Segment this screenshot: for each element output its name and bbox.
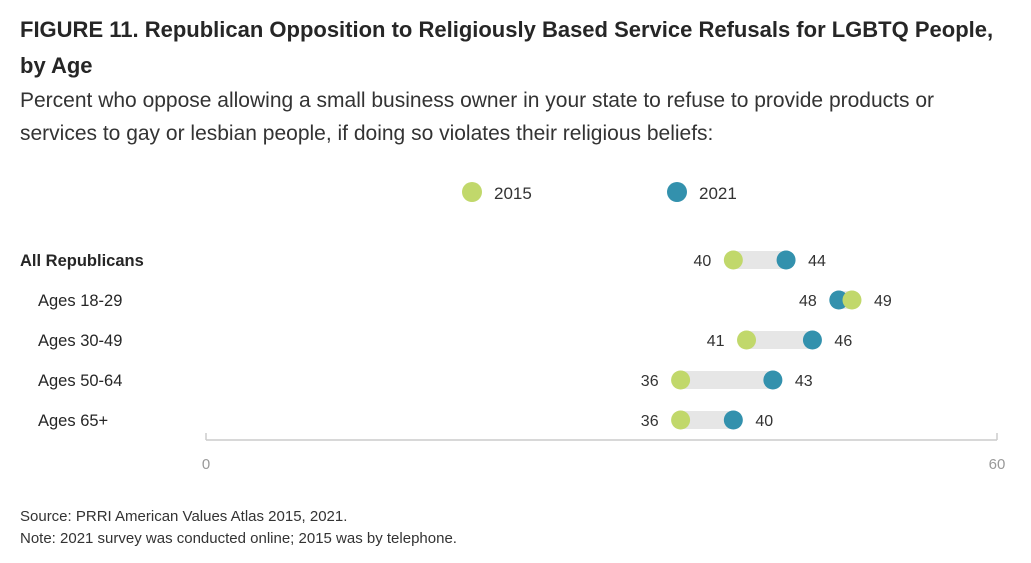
value-label-2015: 40 (694, 253, 712, 270)
value-label-2021: 44 (808, 253, 826, 270)
legend-swatch-2021 (667, 182, 687, 202)
point-2021 (763, 370, 783, 390)
category-label: Ages 30-49 (38, 332, 122, 350)
dumbbell-chart: 2015 2021 0 60 All Republicans 40 44 Ages 18-29… (20, 182, 1006, 473)
point-2015 (671, 410, 691, 430)
legend-swatch-2015 (462, 182, 482, 202)
connector-bar (746, 331, 813, 349)
chart-title: FIGURE 11. Republican Opposition to Reli… (20, 17, 994, 78)
value-label-2015: 36 (641, 413, 659, 430)
category-label: Ages 18-29 (38, 292, 122, 310)
connector-bar (680, 411, 734, 429)
x-tick-label-0: 0 (202, 456, 210, 473)
point-2021 (802, 330, 822, 350)
point-2015 (737, 330, 757, 350)
point-2021 (829, 290, 849, 310)
connector-bar (733, 251, 787, 269)
value-label-2015: 49 (874, 293, 892, 310)
legend-label-2021: 2021 (699, 184, 737, 203)
point-2021 (776, 250, 796, 270)
chart-notes: Source: PRRI American Values Atlas 2015,… (20, 506, 457, 550)
point-2021 (723, 410, 743, 430)
point-2015 (842, 290, 862, 310)
survey-note: Note: 2021 survey was conducted online; … (20, 530, 457, 547)
value-label-2021: 43 (795, 373, 813, 390)
legend-label-2015: 2015 (494, 184, 532, 203)
value-label-2015: 41 (707, 333, 725, 350)
source-note: Source: PRRI American Values Atlas 2015,… (20, 508, 348, 525)
value-label-2021: 48 (799, 293, 817, 310)
category-label: Ages 50-64 (38, 372, 122, 390)
category-label: All Republicans (20, 252, 144, 270)
x-tick-label-60: 60 (989, 456, 1006, 473)
point-2015 (723, 250, 743, 270)
value-label-2015: 36 (641, 373, 659, 390)
category-label: Ages 65+ (38, 412, 108, 430)
chart-subtitle: Percent who oppose allowing a small busi… (20, 89, 934, 145)
connector-bar (680, 371, 773, 389)
value-label-2021: 46 (834, 333, 852, 350)
point-2015 (671, 370, 691, 390)
value-label-2021: 40 (755, 413, 773, 430)
